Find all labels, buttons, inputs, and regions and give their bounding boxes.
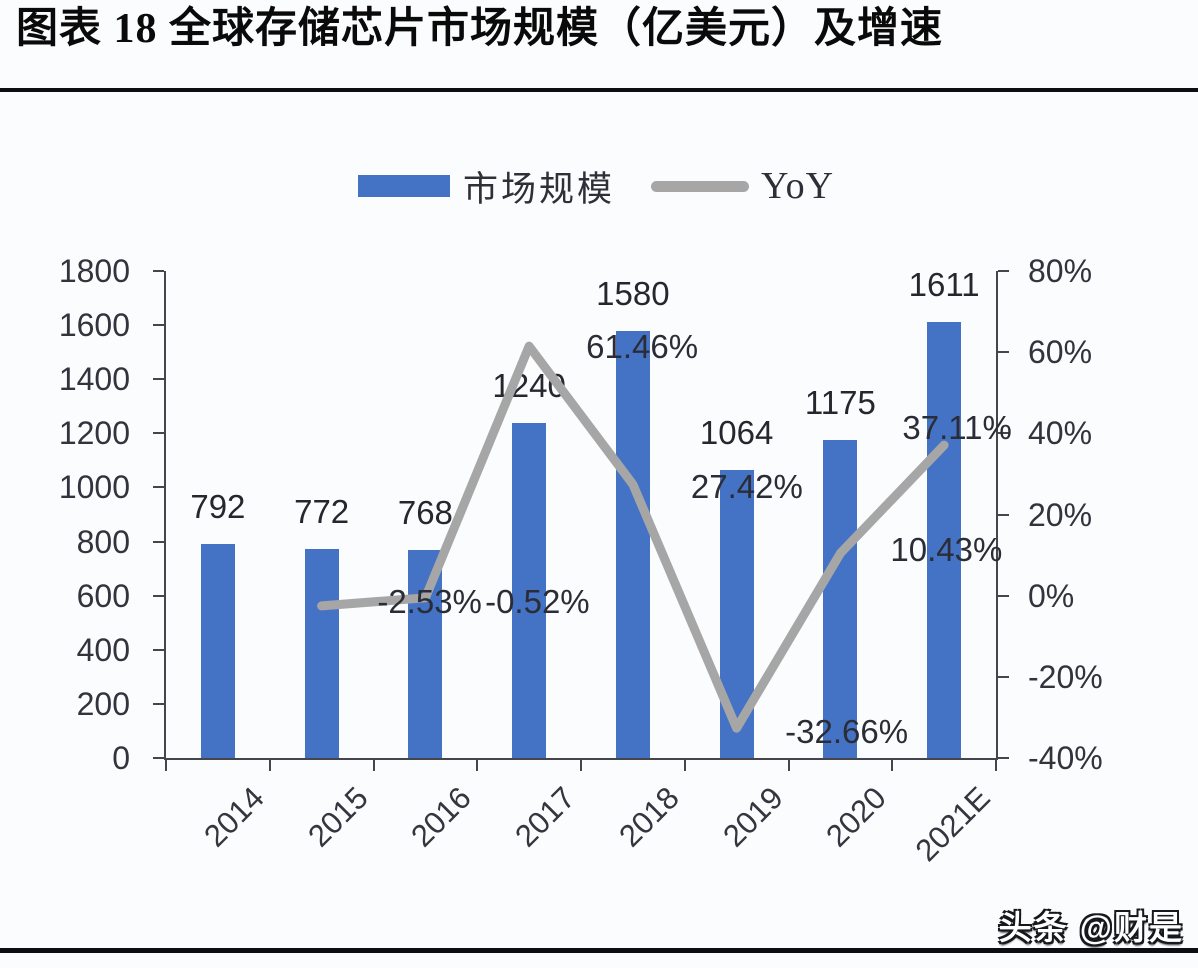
left-axis-tick [153, 648, 164, 651]
left-axis-tick [153, 594, 164, 597]
y-tick-label-200: 200 [76, 685, 130, 722]
y-tick-label-1200: 1200 [58, 415, 130, 452]
yoy-label-2018: 27.42% [690, 468, 803, 506]
left-axis-tick [153, 757, 164, 759]
legend: 市场规模 YoY [358, 164, 835, 209]
yoy-label-2016: -0.52% [485, 582, 590, 620]
bar-2014 [200, 543, 235, 758]
right-axis-tick [998, 432, 1009, 435]
bar-2017 [512, 422, 547, 758]
bar-2015 [304, 549, 339, 758]
right-axis-tick [998, 270, 1009, 272]
y2-tick-label-0%: 0% [1028, 577, 1075, 614]
left-axis-tick [153, 702, 164, 705]
right-axis-line [996, 271, 998, 760]
bar-label-2018: 1580 [596, 274, 670, 312]
right-axis-tick [998, 594, 1009, 597]
right-axis-tick [998, 351, 1009, 354]
y-tick-label-800: 800 [76, 523, 130, 560]
y2-tick-label-60%: 60% [1028, 334, 1093, 371]
x-axis-tick [787, 758, 790, 771]
left-axis-tick [153, 270, 164, 272]
legend-bar-label: 市场规模 [463, 169, 616, 209]
yoy-label-2021E: 37.11% [902, 409, 1012, 447]
bar-2021E [927, 322, 962, 758]
x-axis-tick [580, 758, 582, 771]
bar-label-2016: 768 [397, 494, 453, 532]
y2-tick-label--40%: -40% [1028, 740, 1103, 776]
bar-label-2021E: 1611 [908, 266, 980, 304]
right-axis-tick [998, 757, 1009, 759]
legend-line-swatch [651, 180, 750, 192]
bottom-divider [0, 948, 1198, 953]
y-tick-label-1800: 1800 [58, 253, 130, 289]
yoy-label-2020: 10.43% [890, 531, 1003, 569]
legend-bar-swatch [358, 175, 450, 197]
yoy-label-2017: 61.46% [586, 328, 699, 366]
yoy-polyline [317, 341, 949, 733]
x-axis-tick [476, 758, 479, 771]
x-axis-tick [891, 758, 894, 771]
left-axis-line [164, 271, 166, 760]
bar-2018 [615, 330, 650, 758]
x-axis-tick [165, 758, 167, 771]
y2-tick-label--20%: -20% [1028, 658, 1103, 695]
y2-tick-label-80%: 80% [1028, 253, 1093, 289]
y-tick-label-1000: 1000 [58, 469, 130, 506]
yoy-label-2015: -2.53% [377, 582, 482, 620]
chart-title: 图表 18 全球存储芯片市场规模（亿美元）及增速 [16, 6, 944, 52]
bar-label-2015: 772 [294, 493, 350, 531]
bar-2020 [823, 440, 858, 758]
bar-label-2014: 792 [190, 487, 246, 525]
left-axis-tick [153, 486, 164, 489]
y-tick-label-0: 0 [112, 740, 130, 776]
y-tick-label-400: 400 [76, 631, 130, 668]
watermark: 头条 @财是 [998, 909, 1184, 946]
y-tick-label-1400: 1400 [58, 361, 130, 398]
right-axis-tick [998, 675, 1009, 678]
bar-2016 [408, 550, 443, 758]
right-axis-tick [998, 513, 1009, 516]
x-axis-tick [372, 758, 375, 771]
left-axis-tick [153, 378, 164, 381]
x-axis-tick [995, 758, 997, 771]
x-axis-tick [683, 758, 686, 771]
left-axis-tick [153, 432, 164, 435]
y-tick-label-1600: 1600 [58, 307, 130, 344]
title-divider [0, 88, 1198, 92]
legend-line-label: YoY [761, 165, 835, 207]
y2-tick-label-40%: 40% [1028, 415, 1093, 452]
left-axis-tick [153, 324, 164, 327]
y2-tick-label-20%: 20% [1028, 496, 1093, 533]
left-axis-tick [153, 540, 164, 543]
y-tick-label-600: 600 [76, 577, 130, 614]
bar-label-2019: 1064 [699, 414, 774, 452]
bar-label-2020: 1175 [804, 384, 876, 422]
yoy-label-2019: -32.66% [785, 713, 909, 751]
x-axis-tick [268, 758, 271, 771]
